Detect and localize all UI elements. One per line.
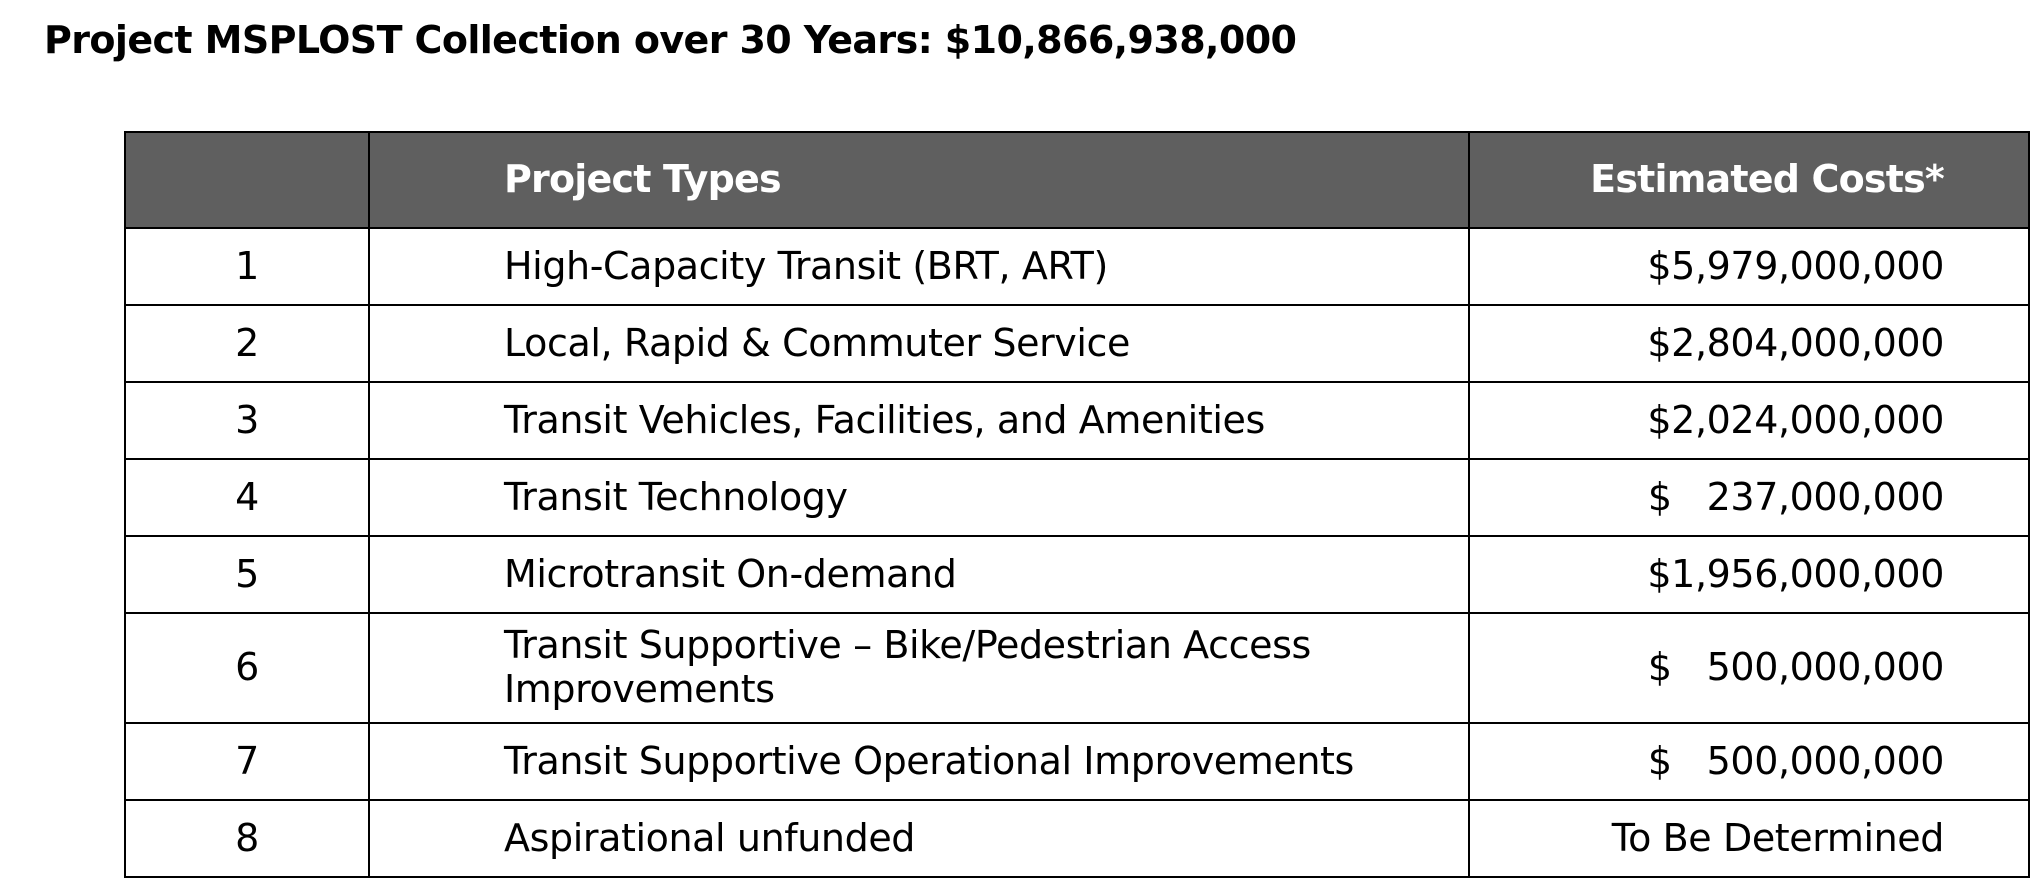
row-estimated-cost: $5,979,000,000 [1468,227,2030,306]
header-project-types: Project Types [368,131,1470,229]
project-cost-table: Project Types Estimated Costs* 1 High-Ca… [124,131,2030,878]
header-number [124,131,370,229]
row-number: 8 [124,799,370,878]
row-number: 6 [124,612,370,724]
row-estimated-cost: $2,024,000,000 [1468,381,2030,460]
table-row: 2 Local, Rapid & Commuter Service $2,804… [124,304,2030,383]
row-project-type: Local, Rapid & Commuter Service [368,304,1470,383]
table-row: 5 Microtransit On-demand $1,956,000,000 [124,535,2030,614]
row-estimated-cost: $ 237,000,000 [1468,458,2030,537]
row-estimated-cost: $2,804,000,000 [1468,304,2030,383]
table-row: 6 Transit Supportive – Bike/Pedestrian A… [124,612,2030,724]
row-project-type: Transit Supportive – Bike/Pedestrian Acc… [368,612,1470,724]
row-estimated-cost: $ 500,000,000 [1468,612,2030,724]
row-number: 2 [124,304,370,383]
row-number: 1 [124,227,370,306]
table-row: 4 Transit Technology $ 237,000,000 [124,458,2030,537]
table-row: 7 Transit Supportive Operational Improve… [124,722,2030,801]
row-project-type: Aspirational unfunded [368,799,1470,878]
row-estimated-cost: $1,956,000,000 [1468,535,2030,614]
table-row: 3 Transit Vehicles, Facilities, and Amen… [124,381,2030,460]
table-header-row: Project Types Estimated Costs* [124,131,2030,229]
row-number: 3 [124,381,370,460]
table-row: 1 High-Capacity Transit (BRT, ART) $5,97… [124,227,2030,306]
row-project-type: Transit Technology [368,458,1470,537]
page-title: Project MSPLOST Collection over 30 Years… [44,18,1297,62]
row-project-type: Microtransit On-demand [368,535,1470,614]
row-project-type: High-Capacity Transit (BRT, ART) [368,227,1470,306]
row-number: 5 [124,535,370,614]
header-estimated-costs: Estimated Costs* [1468,131,2030,229]
row-estimated-cost: To Be Determined [1468,799,2030,878]
row-project-type: Transit Vehicles, Facilities, and Amenit… [368,381,1470,460]
row-project-type: Transit Supportive Operational Improveme… [368,722,1470,801]
row-number: 4 [124,458,370,537]
row-estimated-cost: $ 500,000,000 [1468,722,2030,801]
row-number: 7 [124,722,370,801]
table-row: 8 Aspirational unfunded To Be Determined [124,799,2030,878]
